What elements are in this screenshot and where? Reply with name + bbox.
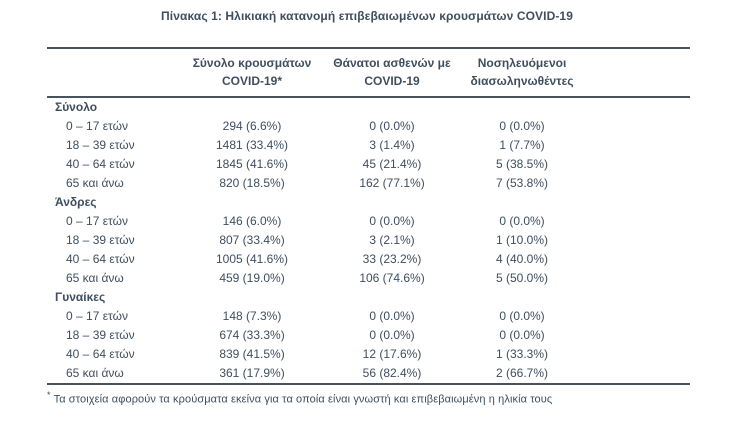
cases-cell: 459 (19.0%) [219, 271, 285, 285]
deaths-header-line1: Θάνατοι ασθενών με [333, 56, 451, 70]
age-group-cell: 18 – 39 ετών [66, 328, 135, 342]
deaths-cell: 56 (82.4%) [362, 366, 422, 380]
intubated-cell: 0 (0.0%) [499, 309, 545, 323]
cases-header-line1: Σύνολο κρουσμάτων [192, 56, 312, 70]
age-group-cell: 18 – 39 ετών [66, 138, 135, 152]
cases-cell: 148 (7.3%) [222, 309, 282, 323]
table-row: 40 – 64 ετών 839 (41.5%) 12 (17.6%) 1 (3… [47, 345, 690, 364]
table-row: 65 και άνω 459 (19.0%) 106 (74.6%) 5 (50… [47, 269, 690, 288]
intubated-header-line2: διασωληνωθέντες [470, 74, 574, 88]
age-group-cell: 40 – 64 ετών [66, 252, 135, 266]
filler-cell [587, 155, 690, 174]
filler-cell [587, 117, 690, 136]
age-group-cell: 65 και άνω [66, 366, 124, 380]
table-footnote: * Τα στοιχεία αφορούν τα κρούσματα εκείν… [47, 385, 690, 406]
table-row: 18 – 39 ετών 807 (33.4%) 3 (2.1%) 1 (10.… [47, 231, 690, 250]
filler-cell [587, 345, 690, 364]
table-row: 0 – 17 ετών 148 (7.3%) 0 (0.0%) 0 (0.0%) [47, 307, 690, 326]
table-row: 0 – 17 ετών 146 (6.0%) 0 (0.0%) 0 (0.0%) [47, 212, 690, 231]
age-group-cell: 40 – 64 ετών [66, 157, 135, 171]
age-group-cell: 0 – 17 ετών [66, 214, 128, 228]
age-group-cell: 0 – 17 ετών [66, 309, 128, 323]
cases-cell: 674 (33.3%) [219, 328, 285, 342]
intubated-cell: 0 (0.0%) [499, 119, 545, 133]
deaths-cell: 3 (1.4%) [369, 138, 415, 152]
deaths-cell: 0 (0.0%) [369, 119, 415, 133]
intubated-cell: 1 (10.0%) [495, 233, 549, 247]
table-title: Πίνακας 1: Ηλικιακή κατανομή επιβεβαιωμέ… [161, 9, 573, 23]
cases-cell: 146 (6.0%) [222, 214, 282, 228]
column-header-row: Σύνολο κρουσμάτων COVID-19* Θάνατοι ασθεν… [47, 48, 690, 98]
document-page: Πίνακας 1: Ηλικιακή κατανομή επιβεβαιωμέ… [47, 9, 690, 406]
age-group-cell: 40 – 64 ετών [66, 347, 135, 361]
table-row: 0 – 17 ετών 294 (6.6%) 0 (0.0%) 0 (0.0%) [47, 117, 690, 136]
cases-cell: 839 (41.5%) [219, 347, 285, 361]
filler-cell [587, 269, 690, 288]
deaths-cell: 33 (23.2%) [362, 252, 422, 266]
filler-cell [587, 231, 690, 250]
filler-cell [587, 364, 690, 384]
intubated-cell: 7 (53.8%) [495, 176, 549, 190]
age-group-cell: 0 – 17 ετών [66, 119, 128, 133]
intubated-cell: 2 (66.7%) [495, 366, 549, 380]
table-row: 18 – 39 ετών 674 (33.3%) 0 (0.0%) 0 (0.0… [47, 326, 690, 345]
cases-cell: 361 (17.9%) [219, 366, 285, 380]
intubated-cell: 0 (0.0%) [499, 214, 545, 228]
age-column-header-empty [47, 48, 177, 98]
section-label-total: Σύνολο [55, 100, 98, 114]
deaths-cell: 106 (74.6%) [359, 271, 425, 285]
cases-cell: 1845 (41.6%) [215, 157, 289, 171]
intubated-header-line1: Νοσηλευόμενοι [477, 56, 567, 70]
filler-cell [587, 212, 690, 231]
cases-cell: 1005 (41.6%) [215, 252, 289, 266]
section-header-row: Σύνολο [47, 97, 690, 117]
intubated-cell: 1 (7.7%) [499, 138, 545, 152]
cases-cell: 294 (6.6%) [222, 119, 282, 133]
cases-cell: 807 (33.4%) [219, 233, 285, 247]
filler-cell [587, 250, 690, 269]
age-group-cell: 65 και άνω [66, 271, 124, 285]
age-group-cell: 65 και άνω [66, 176, 124, 190]
covid-age-distribution-table: Σύνολο κρουσμάτων COVID-19* Θάνατοι ασθεν… [47, 47, 690, 385]
table-row: 40 – 64 ετών 1005 (41.6%) 33 (23.2%) 4 (… [47, 250, 690, 269]
cases-header-line2: COVID-19* [221, 74, 283, 88]
deaths-cell: 12 (17.6%) [362, 347, 422, 361]
filler-cell [587, 136, 690, 155]
age-group-cell: 18 – 39 ετών [66, 233, 135, 247]
table-row: 65 και άνω 820 (18.5%) 162 (77.1%) 7 (53… [47, 174, 690, 193]
filler-cell [587, 174, 690, 193]
intubated-cell: 5 (50.0%) [495, 271, 549, 285]
filler-column-header [587, 48, 690, 98]
cases-cell: 1481 (33.4%) [215, 138, 289, 152]
filler-cell [587, 326, 690, 345]
footnote-marker: * [47, 390, 51, 400]
deaths-cell: 0 (0.0%) [369, 214, 415, 228]
section-header-row: Γυναίκες [47, 288, 690, 307]
table-row: 65 και άνω 361 (17.9%) 56 (82.4%) 2 (66.… [47, 364, 690, 384]
deaths-cell: 3 (2.1%) [369, 233, 415, 247]
table-row: 40 – 64 ετών 1845 (41.6%) 45 (21.4%) 5 (… [47, 155, 690, 174]
section-header-row: Άνδρες [47, 193, 690, 212]
cases-cell: 820 (18.5%) [219, 176, 285, 190]
section-label-women: Γυναίκες [55, 290, 106, 304]
deaths-column-header: Θάνατοι ασθενών με COVID-19 [327, 48, 457, 98]
deaths-cell: 45 (21.4%) [362, 157, 422, 171]
deaths-header-line2: COVID-19 [364, 74, 420, 88]
section-label-men: Άνδρες [55, 195, 97, 209]
deaths-cell: 0 (0.0%) [369, 328, 415, 342]
filler-cell [587, 307, 690, 326]
footnote-text: Τα στοιχεία αφορούν τα κρούσματα εκείνα … [53, 393, 553, 406]
deaths-cell: 162 (77.1%) [359, 176, 425, 190]
cases-column-header: Σύνολο κρουσμάτων COVID-19* [177, 48, 327, 98]
intubated-cell: 0 (0.0%) [499, 328, 545, 342]
intubated-cell: 1 (33.3%) [495, 347, 549, 361]
intubated-cell: 5 (38.5%) [495, 157, 549, 171]
intubated-cell: 4 (40.0%) [495, 252, 549, 266]
intubated-column-header: Νοσηλευόμενοι διασωληνωθέντες [457, 48, 587, 98]
deaths-cell: 0 (0.0%) [369, 309, 415, 323]
table-row: 18 – 39 ετών 1481 (33.4%) 3 (1.4%) 1 (7.… [47, 136, 690, 155]
